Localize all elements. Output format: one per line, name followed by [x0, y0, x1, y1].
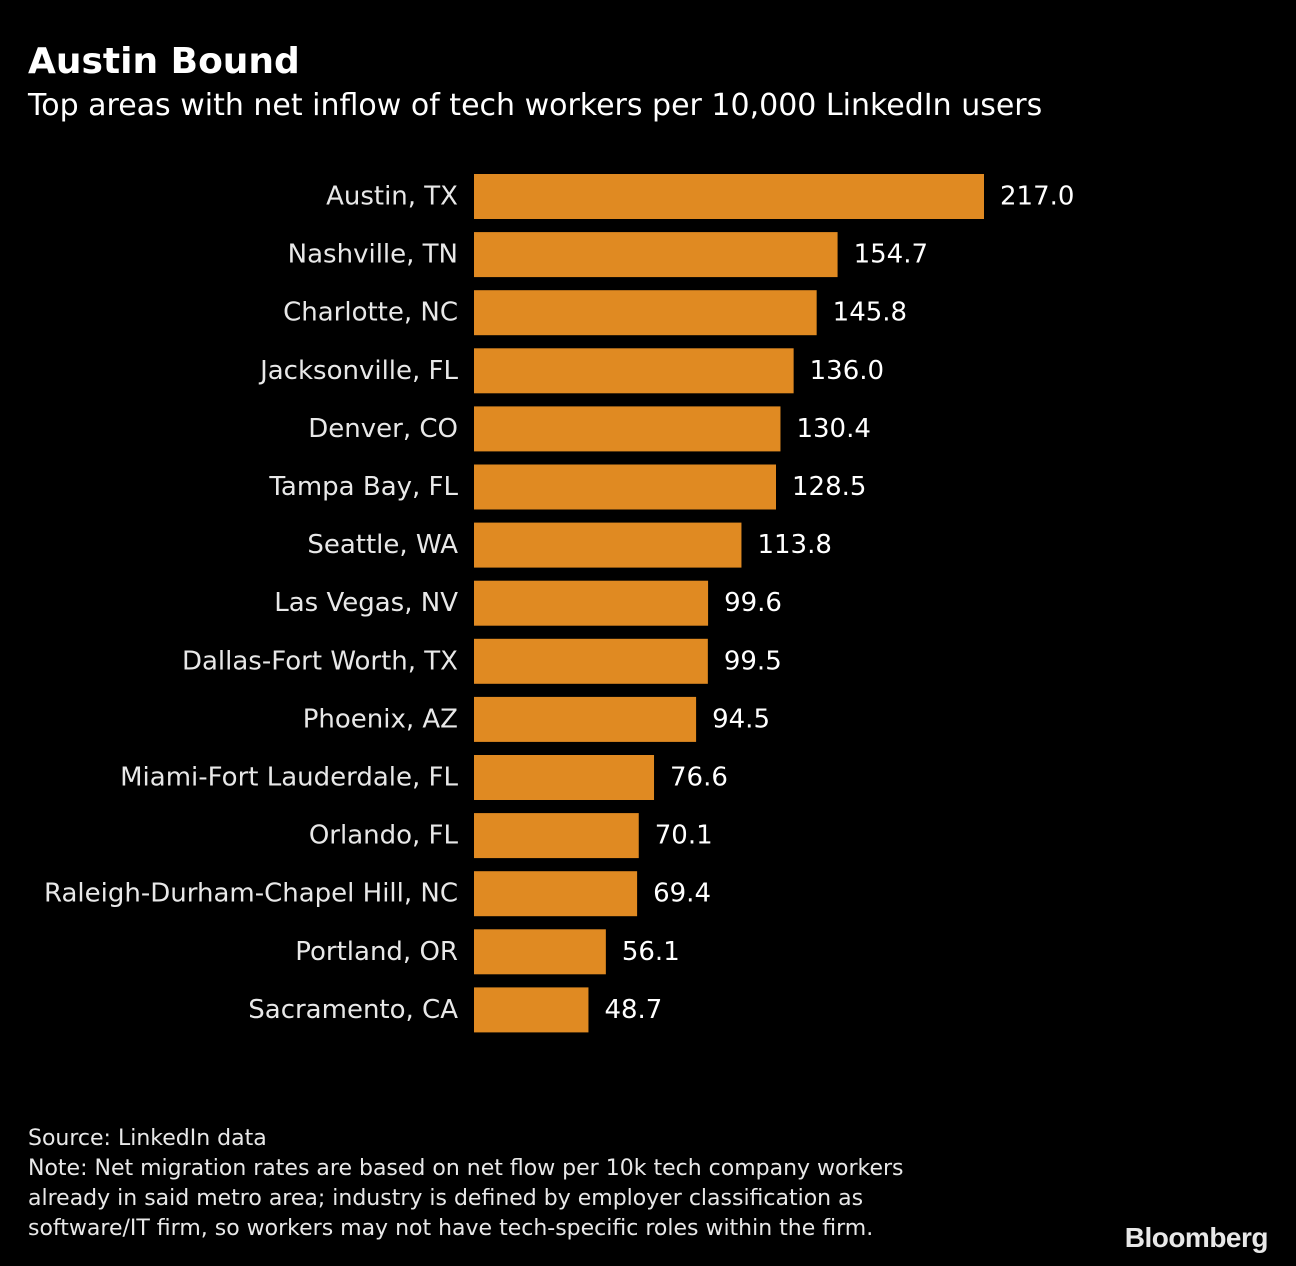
bar: [474, 232, 838, 278]
category-label: Phoenix, AZ: [303, 704, 458, 734]
value-label: 69.4: [653, 879, 711, 909]
bar: [474, 174, 984, 219]
value-label: 76.6: [670, 763, 728, 793]
category-label: Denver, CO: [308, 414, 458, 444]
value-label: 136.0: [810, 356, 884, 386]
category-label: Charlotte, NC: [283, 298, 458, 328]
bar-chart: Austin, TX 217.0 Nashville, TN 154.7 Charlot…: [44, 174, 1074, 1033]
value-label: 145.8: [833, 298, 907, 328]
bar: [474, 871, 638, 917]
note-line-2: already in said metro area; industry is …: [28, 1186, 864, 1211]
category-label: Orlando, FL: [309, 821, 459, 851]
chart-subtitle: Top areas with net inflow of tech worker…: [28, 88, 1043, 123]
bar: [474, 580, 709, 626]
category-label: Portland, OR: [295, 937, 458, 967]
value-label: 94.5: [712, 704, 770, 734]
value-label: 56.1: [622, 937, 680, 967]
bar: [474, 755, 655, 800]
category-label: Sacramento, CA: [248, 995, 458, 1025]
value-label: 70.1: [655, 821, 713, 851]
bar: [474, 696, 697, 742]
category-label: Austin, TX: [326, 182, 458, 212]
bar: [474, 290, 817, 336]
bar: [474, 929, 606, 975]
bloomberg-logo: Bloomberg: [1124, 1222, 1269, 1253]
bar: [474, 638, 708, 684]
value-label: 99.6: [724, 588, 782, 618]
bar: [474, 987, 589, 1033]
value-label: 128.5: [792, 472, 866, 502]
category-label: Raleigh-Durham-Chapel Hill, NC: [44, 879, 458, 909]
source-text: Source: LinkedIn data: [28, 1126, 267, 1151]
category-label: Nashville, TN: [288, 240, 458, 270]
value-label: 113.8: [757, 530, 831, 560]
bar: [474, 813, 639, 859]
value-label: 48.7: [604, 995, 662, 1025]
note-line-1: Note: Net migration rates are based on n…: [28, 1156, 904, 1181]
category-label: Tampa Bay, FL: [268, 472, 458, 502]
value-label: 154.7: [854, 240, 928, 270]
category-label: Las Vegas, NV: [274, 588, 458, 618]
category-label: Jacksonville, FL: [258, 356, 458, 386]
category-label: Miami-Fort Lauderdale, FL: [120, 763, 458, 793]
note-line-3: software/IT firm, so workers may not hav…: [28, 1216, 874, 1241]
chart-footer: Source: LinkedIn data Note: Net migratio…: [28, 1124, 904, 1244]
bar: [474, 464, 777, 510]
category-label: Seattle, WA: [307, 530, 458, 560]
value-label: 217.0: [1000, 182, 1074, 212]
chart-title: Austin Bound: [28, 41, 300, 82]
bar: [474, 522, 742, 568]
bar: [474, 406, 781, 452]
value-label: 130.4: [796, 414, 870, 444]
bar: [474, 348, 794, 394]
value-label: 99.5: [724, 646, 782, 676]
category-label: Dallas-Fort Worth, TX: [182, 646, 458, 676]
